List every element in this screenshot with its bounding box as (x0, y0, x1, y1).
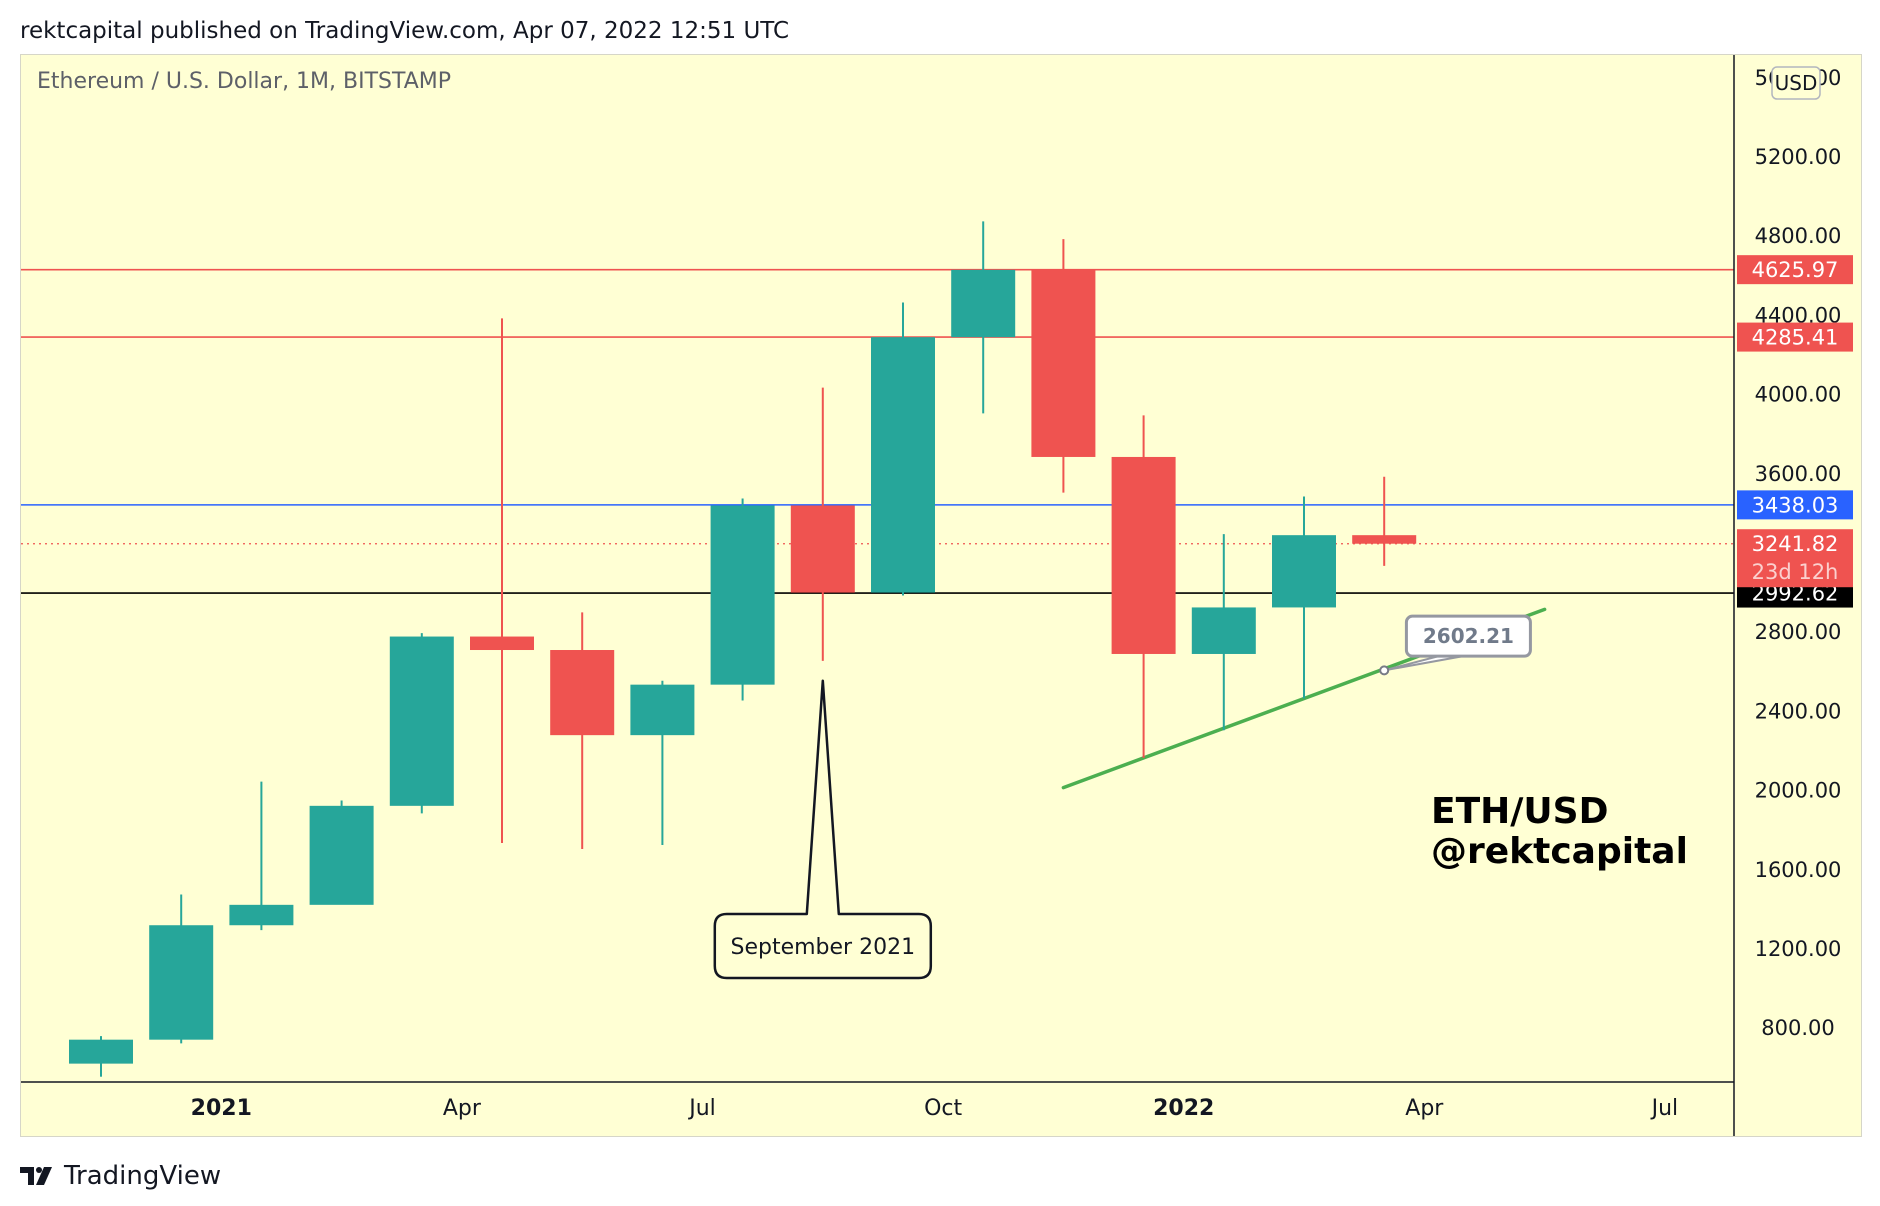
x-tick-label: Apr (1405, 1096, 1444, 1121)
candle-body (1111, 456, 1176, 654)
watermark: ETH/USD @rektcapital (1431, 791, 1688, 872)
price-note-box (1404, 614, 1532, 658)
price-label-value: 3438.03 (1752, 493, 1839, 517)
candle-body (710, 505, 775, 685)
currency-badge-box (1771, 66, 1821, 100)
candle-body (1191, 607, 1256, 654)
price-label-box (1737, 490, 1853, 520)
price-label-value: 3241.82 (1752, 532, 1839, 556)
candle-body (229, 904, 294, 926)
candle-body (69, 1039, 133, 1064)
candle-2021-01[interactable] (149, 894, 214, 1044)
price-label-value: 4625.97 (1752, 258, 1839, 282)
x-tick-label: Apr (443, 1096, 482, 1121)
candle-2021-03[interactable] (309, 800, 374, 905)
price-note-2602.21[interactable]: 2602.21 (1379, 614, 1532, 676)
price-label-3438.03[interactable]: 3438.03 (1737, 490, 1853, 520)
candle-2021-08[interactable] (710, 498, 775, 701)
y-tick-label: 3600.00 (1755, 462, 1842, 486)
price-label-3241.82[interactable]: 3241.82 23d 12h (1737, 529, 1853, 588)
callout-bubble (713, 679, 933, 980)
candle-body (790, 505, 855, 593)
price-label-box (1737, 529, 1853, 588)
candle-body (951, 269, 1016, 338)
candle-body (550, 650, 615, 736)
y-tick-label: 2400.00 (1755, 699, 1842, 723)
candlestick-chart[interactable]: Ethereum / U.S. Dollar, 1M, BITSTAMP Sep… (21, 55, 1862, 1137)
y-tick-label: 2800.00 (1755, 620, 1842, 644)
callout-september-2021[interactable]: September 2021 (713, 679, 933, 980)
y-tick-label: 4800.00 (1755, 224, 1842, 248)
tradingview-logo-icon (20, 1167, 52, 1185)
candle-2021-07[interactable] (630, 680, 695, 846)
x-tick-label: Jul (687, 1096, 716, 1121)
candle-body (389, 636, 454, 806)
candle-2021-10[interactable] (871, 302, 935, 596)
candle-2021-11[interactable] (951, 221, 1016, 414)
candle-2020-12[interactable] (69, 1036, 133, 1077)
candle-2021-05[interactable] (470, 318, 534, 844)
watermark-line-2: @rektcapital (1431, 831, 1688, 872)
y-tick-label: 1600.00 (1755, 858, 1842, 882)
candle-2021-02[interactable] (229, 781, 294, 931)
price-label-4625.97[interactable]: 4625.97 (1737, 255, 1853, 285)
price-label-4285.41[interactable]: 4285.41 (1737, 322, 1853, 352)
footer: TradingView (20, 1158, 221, 1194)
price-note-anchor-dot (1379, 665, 1390, 676)
x-tick-label: Oct (924, 1096, 962, 1121)
callout-label: September 2021 (731, 935, 916, 960)
x-tick-label: 2022 (1153, 1096, 1214, 1121)
chart-title: Ethereum / U.S. Dollar, 1M, BITSTAMP (37, 69, 451, 94)
y-tick-label: 800.00 (1761, 1016, 1834, 1040)
candle-body (1031, 269, 1096, 457)
y-tick-label: 5200.00 (1755, 145, 1842, 169)
publish-info: rektcapital published on TradingView.com… (20, 18, 790, 44)
y-tick-label: 4000.00 (1755, 383, 1842, 407)
footer-brand: TradingView (64, 1161, 222, 1191)
candle-2021-09[interactable] (790, 387, 855, 661)
candle-body (149, 925, 214, 1040)
candle-2022-04[interactable] (1352, 476, 1417, 566)
price-label-countdown: 23d 12h (1752, 560, 1839, 584)
currency-badge[interactable]: USD (1771, 66, 1821, 100)
candle-body (1352, 535, 1417, 544)
price-label-value: 4285.41 (1752, 326, 1839, 350)
chart-panel[interactable]: Ethereum / U.S. Dollar, 1M, BITSTAMP Sep… (20, 54, 1862, 1137)
candle-2022-02[interactable] (1191, 534, 1256, 731)
x-tick-label: 2021 (191, 1096, 252, 1121)
candle-2022-03[interactable] (1272, 496, 1336, 699)
currency-badge-label: USD (1775, 71, 1818, 95)
plot-background (21, 55, 1861, 1136)
x-tick-label: Jul (1650, 1096, 1679, 1121)
candle-2021-12[interactable] (1031, 239, 1096, 493)
candle-body (309, 805, 374, 905)
candle-body (630, 684, 695, 736)
candle-2022-01[interactable] (1111, 415, 1176, 758)
price-label-box (1737, 255, 1853, 285)
watermark-line-1: ETH/USD (1431, 791, 1608, 832)
candle-2021-04[interactable] (389, 633, 454, 814)
candle-2021-06[interactable] (550, 612, 615, 849)
y-tick-label: 2000.00 (1755, 779, 1842, 803)
price-note-label: 2602.21 (1423, 624, 1514, 648)
candle-body (470, 636, 534, 651)
candle-body (1272, 535, 1336, 608)
price-label-box (1737, 322, 1853, 352)
y-tick-label: 1200.00 (1755, 937, 1842, 961)
candle-body (871, 337, 935, 593)
